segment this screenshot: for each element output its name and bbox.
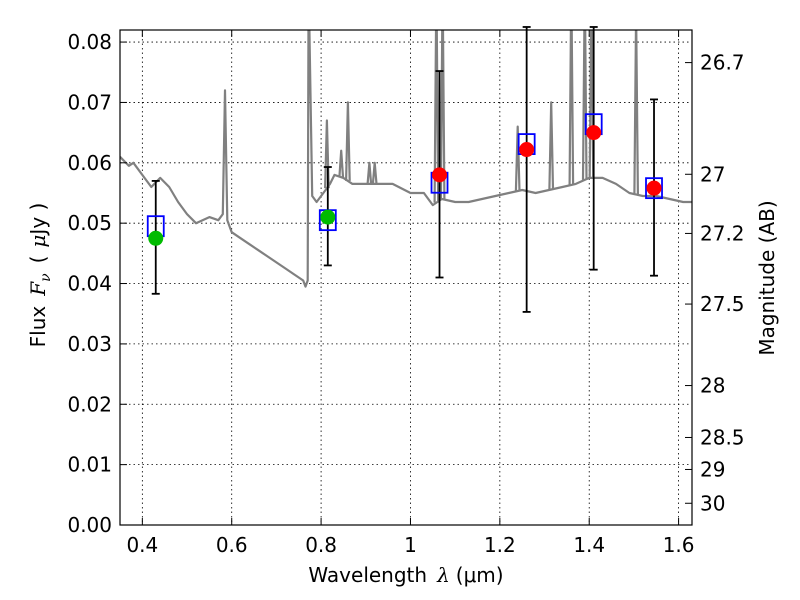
y-tick-label: 0.03 [67, 332, 112, 356]
x-axis: 0.4 0.6 0.8 1 1.2 1.4 1.6 [126, 30, 695, 557]
emission-line [439, 30, 446, 200]
y-axis-unit-open: ( [26, 256, 50, 264]
observed-flux-point [148, 230, 164, 246]
emission-line [514, 125, 521, 192]
magnitude-tick-label: 28 [700, 374, 725, 398]
x-axis-symbol: λ [436, 563, 450, 587]
y-axis-unit-mu: μ [26, 235, 50, 248]
emission-line [568, 30, 575, 185]
photometry-layer [146, 26, 663, 313]
y-tick-label: 0.08 [67, 30, 112, 54]
y-axis: 0.00 0.01 0.02 0.03 0.04 0.05 0.06 0.07 0.08 [67, 30, 127, 537]
magnitude-tick-label: 27.2 [700, 221, 745, 245]
y-axis-subscript: ν [38, 273, 54, 282]
y-tick-label: 0.00 [67, 513, 112, 537]
x-tick-label: 0.6 [216, 533, 248, 557]
observed-flux-point [320, 209, 336, 225]
x-tick-label: 1.2 [484, 533, 516, 557]
y-axis-unit-rest: Jy ) [26, 203, 50, 237]
x-tick-label: 1.4 [573, 533, 605, 557]
observed-flux-point [519, 142, 535, 158]
x-tick-label: 1 [404, 533, 417, 557]
y-tick-label: 0.02 [67, 392, 112, 416]
x-tick-label: 1.6 [663, 533, 695, 557]
magnitude-tick-label: 30 [700, 491, 725, 515]
x-tick-label: 0.4 [126, 533, 158, 557]
x-axis-label-text: Wavelength [308, 563, 427, 587]
y-axis-label-text: Flux [26, 306, 50, 348]
model-flux-box [645, 177, 663, 200]
emission-line [345, 101, 351, 181]
magnitude-tick-label: 28.5 [700, 425, 745, 449]
plot-background [120, 30, 692, 525]
emission-line [588, 30, 595, 178]
emission-line [366, 161, 373, 184]
emission-line [433, 30, 440, 203]
plot-frame [119, 29, 693, 526]
magnitude-axis-label: Magnitude (AB) [755, 200, 779, 355]
grid [120, 30, 692, 526]
emission-line [371, 161, 378, 184]
magnitude-tick-label: 29 [700, 457, 725, 481]
emission-line [633, 30, 639, 195]
observed-flux-point [432, 167, 448, 183]
y-tick-label: 0.07 [67, 90, 112, 114]
y-tick-label: 0.01 [67, 453, 112, 477]
x-tick-label: 0.8 [305, 533, 337, 557]
y-axis-symbol: F [26, 281, 50, 297]
observed-flux-point [646, 180, 662, 196]
emission-line [548, 101, 555, 190]
y-tick-label: 0.04 [67, 272, 112, 296]
emission-line [324, 119, 330, 189]
y-axis-label: Flux Fν ( μJy ) [26, 203, 54, 348]
magnitude-axis: 26.7 27 27.2 27.5 28 28.5 29 30 [685, 51, 745, 515]
x-axis-label: Wavelength λ (μm) [308, 563, 503, 587]
emission-line [338, 149, 345, 178]
magnitude-tick-label: 27 [700, 162, 725, 186]
y-tick-label: 0.06 [67, 151, 112, 175]
spectrum-line [120, 30, 692, 288]
x-axis-unit: (μm) [456, 563, 504, 587]
observed-flux-point [586, 125, 602, 141]
magnitude-tick-label: 26.7 [700, 51, 745, 75]
magnitude-tick-label: 27.5 [700, 292, 745, 316]
y-tick-label: 0.05 [67, 211, 112, 235]
